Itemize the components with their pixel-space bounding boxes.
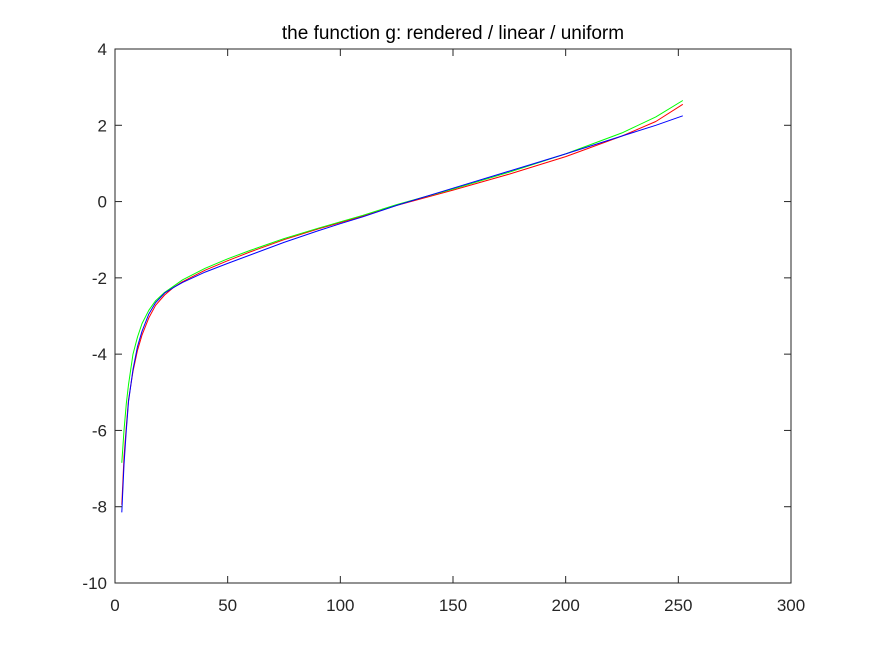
y-tick-label: -8 <box>92 498 107 517</box>
y-tick-label: -6 <box>92 421 107 440</box>
x-axis-ticks: 0 50 100 150 200 250 300 <box>110 49 805 615</box>
y-tick-label: -10 <box>82 574 107 593</box>
x-tick-label: 200 <box>551 596 579 615</box>
plot-area <box>114 48 792 584</box>
y-tick-label: 4 <box>98 40 107 59</box>
x-tick-label: 100 <box>326 596 354 615</box>
series-layer <box>121 100 684 513</box>
chart-title: the function g: rendered / linear / unif… <box>282 23 624 44</box>
x-tick-label: 300 <box>777 596 805 615</box>
series-line-2 <box>121 100 684 463</box>
y-tick-label: 0 <box>98 193 107 212</box>
x-tick-label: 150 <box>439 596 467 615</box>
y-tick-label: -4 <box>92 345 107 364</box>
y-tick-label: 2 <box>98 116 107 135</box>
x-tick-label: 250 <box>664 596 692 615</box>
y-axis-ticks: -10 -8 -6 -4 -2 0 2 4 <box>82 40 791 593</box>
series-line-3 <box>121 115 683 513</box>
x-tick-label: 0 <box>110 596 119 615</box>
y-tick-label: -2 <box>92 269 107 288</box>
x-tick-label: 50 <box>218 596 237 615</box>
